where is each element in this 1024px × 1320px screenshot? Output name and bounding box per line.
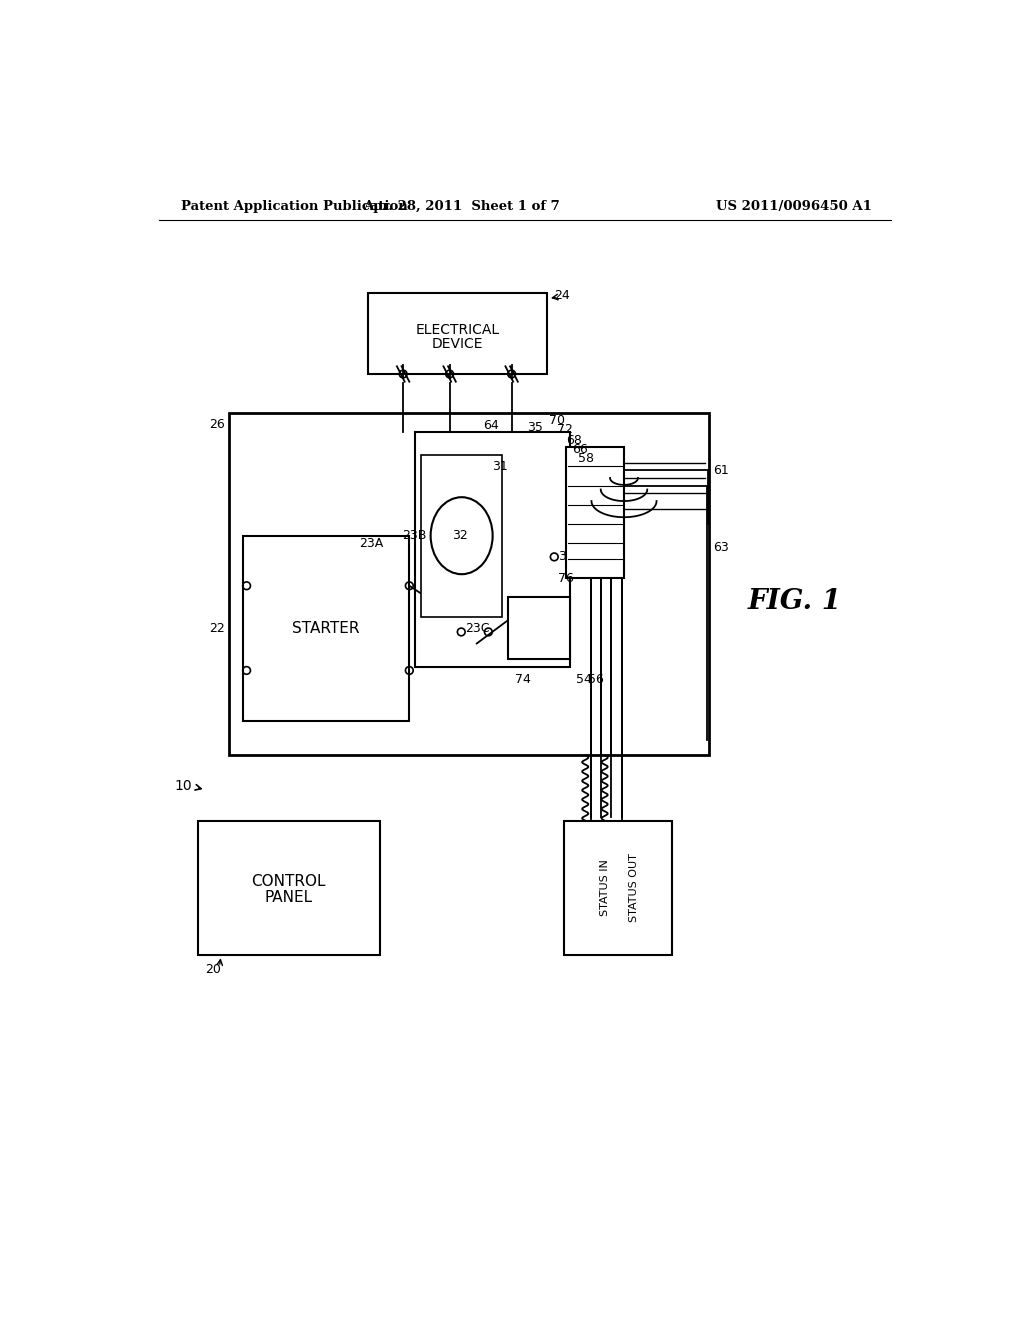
- Text: 30: 30: [558, 550, 574, 564]
- Text: 10: 10: [175, 779, 193, 793]
- Text: 22: 22: [209, 622, 225, 635]
- Text: 23B: 23B: [402, 529, 426, 543]
- Text: 23A: 23A: [359, 537, 384, 550]
- Text: 32: 32: [453, 529, 468, 543]
- Bar: [228, 412, 710, 755]
- Text: Patent Application Publication: Patent Application Publication: [180, 199, 408, 213]
- Text: STATUS OUT: STATUS OUT: [629, 854, 639, 923]
- Text: STARTER: STARTER: [292, 620, 359, 636]
- Text: PANEL: PANEL: [265, 890, 313, 904]
- Text: DEVICE: DEVICE: [432, 337, 483, 351]
- Text: 63: 63: [713, 541, 729, 554]
- Text: 31: 31: [492, 459, 508, 473]
- Text: STATUS IN: STATUS IN: [600, 859, 609, 916]
- Bar: [243, 536, 410, 721]
- Text: 23C: 23C: [465, 622, 489, 635]
- Text: 26: 26: [209, 417, 225, 430]
- Bar: [415, 432, 569, 667]
- Text: 20: 20: [206, 962, 221, 975]
- Text: 74: 74: [515, 673, 531, 686]
- Text: 54: 54: [575, 673, 592, 686]
- Text: 61: 61: [713, 463, 729, 477]
- Ellipse shape: [431, 498, 493, 574]
- Bar: [369, 293, 547, 374]
- Text: 56: 56: [589, 673, 604, 686]
- Bar: [563, 821, 672, 956]
- Text: 68: 68: [566, 434, 582, 446]
- Bar: [566, 447, 624, 578]
- Text: 24: 24: [554, 289, 570, 302]
- Text: 76: 76: [558, 572, 574, 585]
- Text: US 2011/0096450 A1: US 2011/0096450 A1: [716, 199, 872, 213]
- Text: 64: 64: [483, 418, 499, 432]
- Text: 72: 72: [557, 422, 572, 436]
- Text: 66: 66: [572, 444, 588, 455]
- Text: ELECTRICAL: ELECTRICAL: [416, 322, 500, 337]
- Text: CONTROL: CONTROL: [252, 874, 326, 890]
- Bar: [198, 821, 380, 956]
- Text: 35: 35: [527, 421, 543, 434]
- Text: Apr. 28, 2011  Sheet 1 of 7: Apr. 28, 2011 Sheet 1 of 7: [362, 199, 560, 213]
- Text: FIG. 1: FIG. 1: [748, 587, 842, 615]
- Bar: [421, 455, 503, 616]
- Bar: [508, 597, 569, 659]
- Text: 70: 70: [549, 413, 565, 426]
- Text: 58: 58: [579, 453, 594, 465]
